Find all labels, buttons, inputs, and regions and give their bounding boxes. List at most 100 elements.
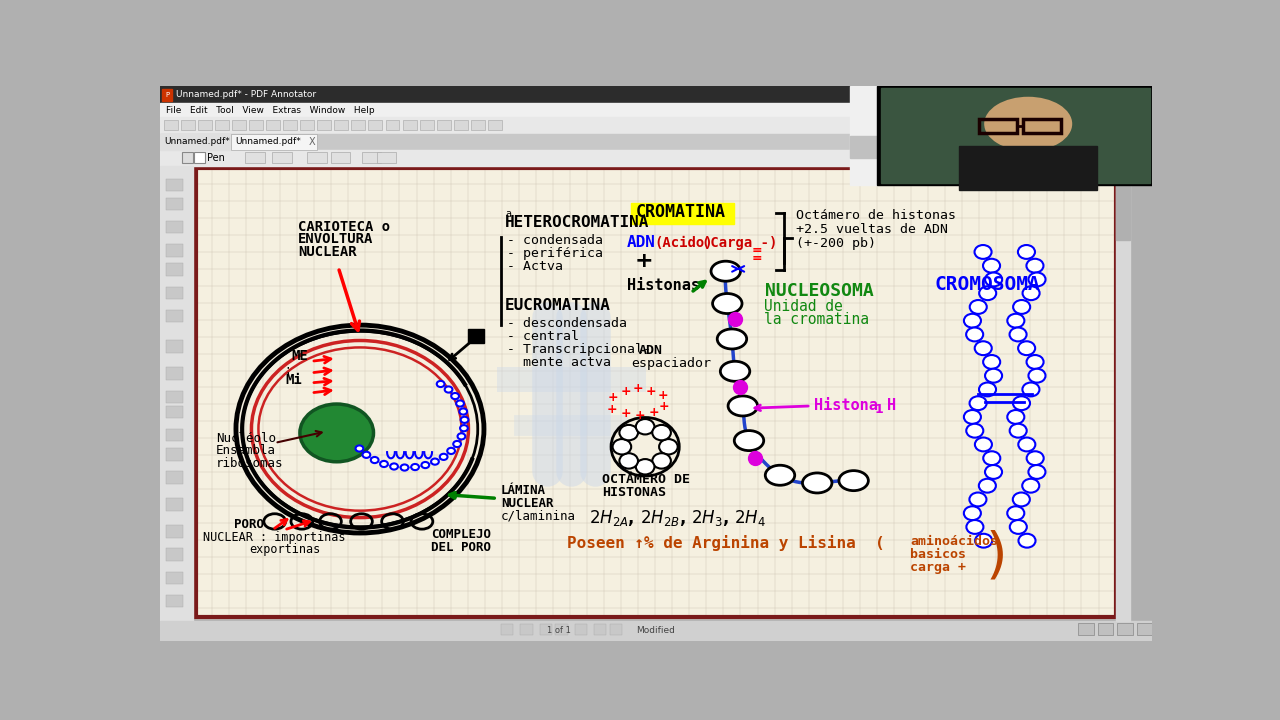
- Ellipse shape: [1028, 465, 1046, 479]
- Ellipse shape: [444, 387, 452, 392]
- Bar: [166, 406, 183, 418]
- Bar: [166, 244, 183, 256]
- Bar: [881, 88, 1149, 184]
- Text: Unnamed.pdf* - PDF Annotator: Unnamed.pdf* - PDF Annotator: [175, 91, 316, 99]
- Bar: [166, 595, 183, 607]
- Ellipse shape: [300, 404, 374, 462]
- Bar: [1023, 119, 1061, 132]
- Ellipse shape: [452, 393, 460, 399]
- Text: (+-200 pb): (+-200 pb): [795, 237, 876, 250]
- Text: ADN: ADN: [639, 344, 663, 357]
- Text: =: =: [753, 252, 763, 265]
- Bar: [166, 341, 183, 353]
- Ellipse shape: [979, 287, 996, 300]
- Text: 1 of 1: 1 of 1: [547, 626, 571, 635]
- Text: +: +: [635, 409, 645, 422]
- Ellipse shape: [460, 425, 467, 431]
- Text: HISTONAS: HISTONAS: [602, 486, 666, 499]
- Text: exportinas: exportinas: [250, 543, 320, 556]
- Bar: [166, 198, 183, 210]
- Text: Histonas: Histonas: [626, 279, 700, 294]
- Ellipse shape: [713, 294, 742, 313]
- Text: Poseen ↑% de Arginina y Lisina  (: Poseen ↑% de Arginina y Lisina (: [567, 536, 884, 552]
- Bar: [453, 120, 467, 130]
- Bar: [232, 134, 316, 150]
- Bar: [198, 120, 212, 130]
- Text: a: a: [504, 210, 511, 220]
- Bar: [160, 117, 1152, 134]
- Text: Pen: Pen: [206, 153, 224, 163]
- Bar: [1078, 623, 1094, 636]
- Ellipse shape: [983, 355, 1000, 369]
- Ellipse shape: [1010, 328, 1027, 341]
- Bar: [166, 310, 183, 322]
- Text: ENVOLTURA: ENVOLTURA: [298, 233, 374, 246]
- Text: - condensada: - condensada: [507, 234, 603, 247]
- Text: Nucléolo: Nucléolo: [216, 432, 275, 445]
- Bar: [334, 120, 348, 130]
- Ellipse shape: [380, 461, 388, 467]
- Bar: [161, 89, 173, 101]
- Bar: [361, 152, 381, 163]
- Text: DEL PORO: DEL PORO: [431, 541, 492, 554]
- Ellipse shape: [1012, 396, 1030, 410]
- Text: NUCLEAR: NUCLEAR: [298, 245, 357, 258]
- Text: ): ): [986, 529, 1007, 583]
- Ellipse shape: [1012, 492, 1030, 506]
- Bar: [540, 624, 552, 634]
- Bar: [246, 152, 265, 163]
- Text: 1: 1: [874, 403, 883, 416]
- Text: +: +: [645, 385, 655, 398]
- Bar: [160, 621, 1152, 641]
- Bar: [166, 287, 183, 299]
- Ellipse shape: [371, 457, 379, 463]
- Text: OCTÁMERO DE: OCTÁMERO DE: [602, 473, 690, 486]
- Text: +: +: [621, 385, 631, 398]
- Ellipse shape: [986, 369, 1002, 382]
- Text: Ensambla: Ensambla: [216, 444, 275, 457]
- Ellipse shape: [964, 506, 980, 520]
- Text: CARIOTECA o: CARIOTECA o: [298, 220, 390, 234]
- Bar: [166, 549, 183, 561]
- Ellipse shape: [964, 314, 980, 328]
- Text: PORO: PORO: [234, 518, 264, 531]
- Bar: [166, 221, 183, 233]
- Text: CROMATINA: CROMATINA: [636, 203, 726, 221]
- Ellipse shape: [974, 341, 992, 355]
- Ellipse shape: [979, 382, 996, 397]
- Bar: [195, 152, 205, 163]
- Text: X: X: [308, 137, 315, 147]
- Text: la cromatina: la cromatina: [764, 312, 869, 327]
- Ellipse shape: [986, 272, 1002, 287]
- Ellipse shape: [1018, 341, 1036, 355]
- Bar: [1117, 623, 1133, 636]
- Bar: [273, 152, 292, 163]
- Text: :: :: [285, 363, 291, 377]
- Text: carga +: carga +: [910, 561, 966, 574]
- Bar: [850, 137, 877, 158]
- Text: mente actva: mente actva: [507, 356, 612, 369]
- Ellipse shape: [421, 462, 429, 468]
- Text: +: +: [648, 406, 659, 419]
- Bar: [166, 449, 183, 461]
- Text: Unnamed.pdf*: Unnamed.pdf*: [164, 138, 229, 146]
- Bar: [1137, 623, 1152, 636]
- Ellipse shape: [1027, 258, 1043, 273]
- Text: +: +: [635, 251, 653, 271]
- Bar: [283, 120, 297, 130]
- Bar: [352, 120, 365, 130]
- Ellipse shape: [1007, 410, 1024, 424]
- Ellipse shape: [966, 424, 983, 438]
- Ellipse shape: [1019, 438, 1036, 451]
- Text: +: +: [632, 382, 644, 395]
- Ellipse shape: [803, 473, 832, 493]
- Bar: [160, 134, 229, 150]
- Ellipse shape: [1019, 534, 1036, 548]
- Bar: [307, 152, 326, 163]
- Ellipse shape: [636, 419, 654, 434]
- Bar: [575, 624, 588, 634]
- Text: EUCROMATINA: EUCROMATINA: [504, 297, 611, 312]
- Text: ADN: ADN: [626, 235, 655, 250]
- Bar: [160, 166, 192, 621]
- Text: - Transcripcional-: - Transcripcional-: [507, 343, 652, 356]
